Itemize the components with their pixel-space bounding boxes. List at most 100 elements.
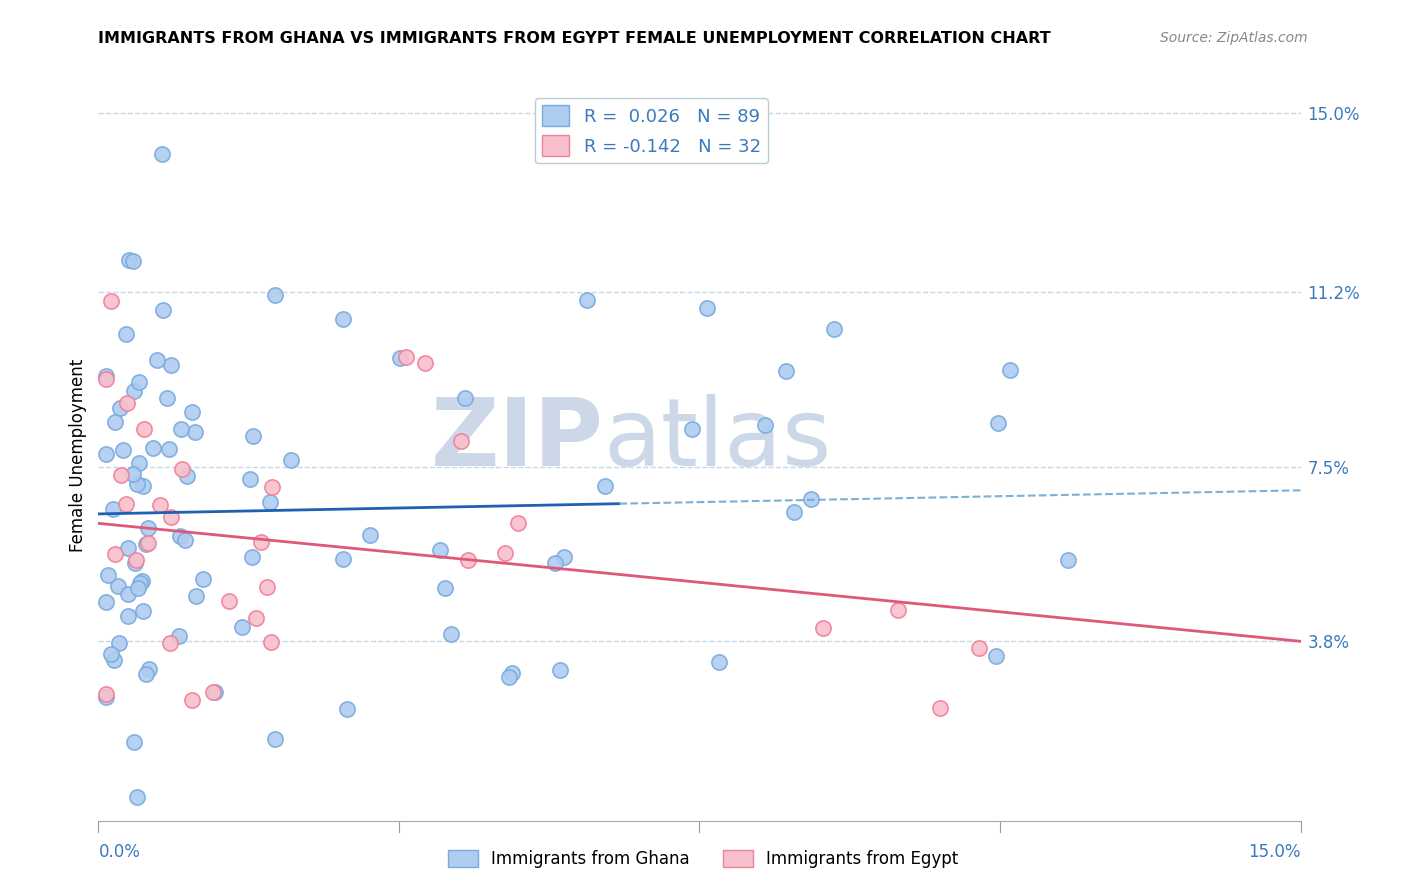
Point — [125, 553, 148, 567]
Point — [249, 535, 271, 549]
Point — [159, 636, 181, 650]
Point — [97, 568, 120, 582]
Point — [135, 666, 157, 681]
Point — [136, 536, 159, 550]
Point — [159, 510, 181, 524]
Point — [263, 288, 285, 302]
Point — [434, 581, 457, 595]
Point — [967, 641, 990, 656]
Point — [107, 579, 129, 593]
Point — [501, 665, 523, 680]
Legend: Immigrants from Ghana, Immigrants from Egypt: Immigrants from Ghana, Immigrants from E… — [441, 843, 965, 875]
Point — [575, 293, 598, 307]
Point — [800, 492, 823, 507]
Point — [336, 701, 359, 715]
Point — [260, 480, 283, 494]
Point — [128, 375, 150, 389]
Point — [96, 369, 118, 384]
Point — [494, 546, 516, 560]
Text: 0.0%: 0.0% — [98, 843, 141, 861]
Point — [125, 790, 148, 805]
Point — [117, 541, 139, 556]
Point — [998, 363, 1021, 377]
Point — [100, 647, 122, 661]
Point — [260, 635, 283, 649]
Point — [108, 636, 131, 650]
Point — [754, 417, 776, 432]
Point — [176, 468, 198, 483]
Point — [103, 653, 125, 667]
Point — [544, 556, 567, 570]
Point — [131, 574, 153, 589]
Point — [811, 621, 834, 635]
Point — [96, 372, 118, 386]
Point — [96, 447, 118, 461]
Point — [332, 312, 354, 326]
Point — [125, 477, 148, 491]
Point — [823, 322, 845, 336]
Point — [170, 461, 193, 475]
Point — [681, 421, 703, 435]
Point — [242, 429, 264, 443]
Point — [149, 498, 172, 512]
Point — [450, 434, 472, 448]
Legend: R =  0.026   N = 89, R = -0.142   N = 32: R = 0.026 N = 89, R = -0.142 N = 32 — [534, 98, 768, 163]
Point — [280, 453, 302, 467]
Point — [135, 537, 157, 551]
Point — [259, 495, 281, 509]
Point — [984, 648, 1007, 663]
Point — [150, 147, 173, 161]
Point — [174, 533, 197, 548]
Point — [104, 415, 127, 429]
Point — [929, 700, 952, 714]
Point — [413, 356, 436, 370]
Point — [117, 609, 139, 624]
Text: atlas: atlas — [603, 394, 831, 486]
Point — [132, 479, 155, 493]
Point — [553, 550, 575, 565]
Point — [122, 384, 145, 398]
Point — [146, 353, 169, 368]
Point — [132, 422, 155, 436]
Text: ZIP: ZIP — [430, 394, 603, 486]
Point — [100, 294, 122, 309]
Point — [256, 580, 278, 594]
Point — [429, 542, 451, 557]
Point — [184, 425, 207, 439]
Point — [160, 359, 183, 373]
Point — [388, 351, 411, 366]
Point — [202, 684, 225, 698]
Point — [152, 303, 174, 318]
Point — [181, 405, 204, 419]
Point — [136, 521, 159, 535]
Point — [104, 547, 127, 561]
Point — [115, 496, 138, 510]
Point — [118, 253, 141, 268]
Point — [128, 456, 150, 470]
Point — [170, 422, 193, 436]
Point — [240, 549, 263, 564]
Point — [783, 505, 806, 519]
Point — [696, 301, 718, 315]
Point — [129, 576, 152, 591]
Point — [498, 670, 520, 684]
Point — [775, 364, 797, 378]
Point — [440, 627, 463, 641]
Point — [157, 442, 180, 456]
Point — [124, 556, 146, 570]
Point — [332, 552, 354, 566]
Point — [138, 662, 160, 676]
Point — [218, 593, 240, 607]
Point — [593, 479, 616, 493]
Point — [191, 572, 214, 586]
Point — [132, 603, 155, 617]
Text: 15.0%: 15.0% — [1249, 843, 1301, 861]
Point — [115, 327, 138, 342]
Point — [454, 392, 477, 406]
Point — [117, 395, 139, 409]
Point — [359, 528, 381, 542]
Point — [108, 401, 131, 416]
Point — [709, 655, 731, 669]
Point — [181, 693, 204, 707]
Point — [110, 467, 132, 482]
